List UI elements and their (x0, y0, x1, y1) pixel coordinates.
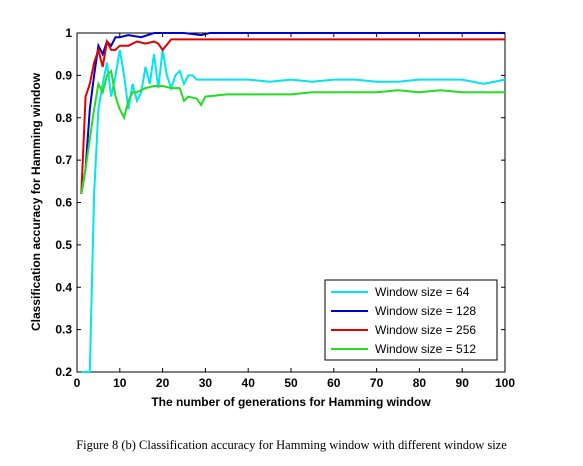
y-tick-label: 1 (65, 26, 72, 40)
y-axis-title: Classification accuracy for Hamming wind… (29, 72, 43, 331)
legend-box (324, 279, 498, 361)
legend-label-2: Window size = 256 (375, 323, 476, 337)
x-tick-label: 40 (242, 376, 256, 390)
legend-label-3: Window size = 512 (375, 342, 476, 356)
x-tick-label: 50 (284, 376, 298, 390)
accuracy-line-chart: 0 10 20 30 40 50 60 70 80 90 100 0.2 0.3 0.4 0.5 0.6 0.7… (29, 26, 515, 409)
x-axis-title: The number of generations for Hamming wi… (151, 395, 431, 409)
x-tick-label: 100 (495, 376, 515, 390)
x-tick-label: 60 (327, 376, 341, 390)
x-tick-label: 30 (199, 376, 213, 390)
tick-layer: 0 10 20 30 40 50 60 70 80 90 100 0.2 0.3 0.4 0.5 0.6 0.7… (55, 26, 515, 390)
x-tick-label: 90 (456, 376, 470, 390)
legend-label-1: Window size = 128 (375, 304, 476, 318)
x-tick-label: 70 (370, 376, 384, 390)
series-line-3 (80, 68, 505, 195)
legend: Window size = 64 Window size = 128 Window … (324, 279, 498, 361)
figure-caption: Figure 8 (b) Classification accuracy for… (76, 438, 507, 452)
x-tick-label: 80 (413, 376, 427, 390)
series-line-2 (80, 38, 505, 195)
x-tick-label: 20 (156, 376, 170, 390)
legend-label-0: Window size = 64 (375, 285, 470, 299)
series-line-0 (81, 49, 506, 373)
y-tick-label: 0.6 (55, 196, 72, 210)
y-tick-label: 0.9 (55, 68, 72, 82)
y-tick-label: 0.4 (55, 280, 72, 294)
y-tick-label: 0.2 (55, 365, 72, 379)
x-tick-label: 0 (74, 376, 81, 390)
y-tick-label: 0.3 (55, 323, 72, 337)
y-tick-label: 0.8 (55, 111, 72, 125)
y-tick-label: 0.5 (55, 238, 72, 252)
y-tick-label: 0.7 (55, 153, 72, 167)
x-tick-label: 10 (113, 376, 127, 390)
